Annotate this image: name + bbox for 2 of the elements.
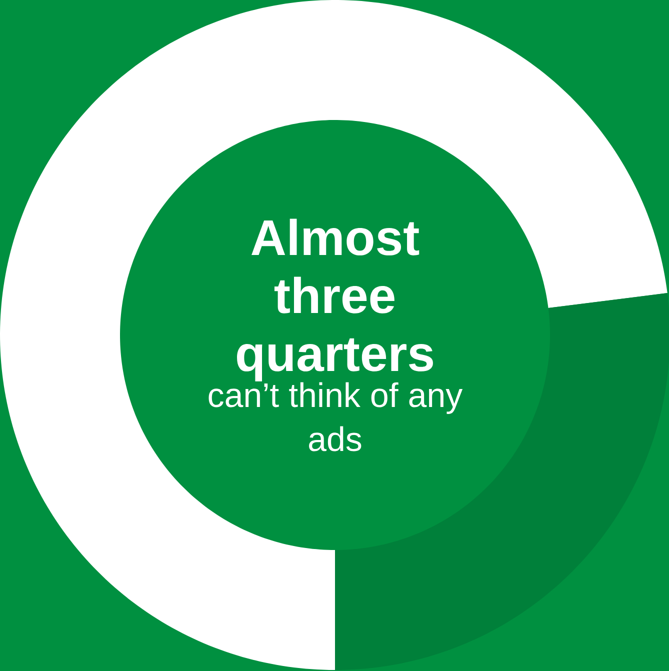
text: Almost three quarters [237,218,433,382]
text: can’t think of any ads [208,382,463,452]
